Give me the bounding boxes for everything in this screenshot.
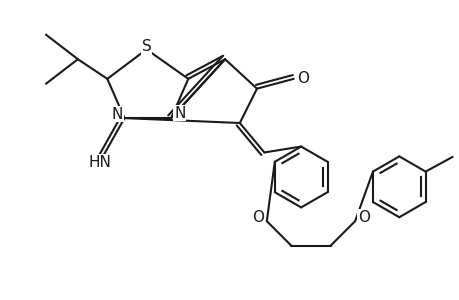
Text: O: O — [296, 71, 308, 86]
Text: S: S — [141, 39, 151, 54]
Text: O: O — [252, 210, 263, 225]
Text: HN: HN — [88, 155, 111, 170]
Text: N: N — [111, 107, 123, 122]
Text: O: O — [357, 210, 369, 225]
Text: N: N — [174, 106, 185, 121]
